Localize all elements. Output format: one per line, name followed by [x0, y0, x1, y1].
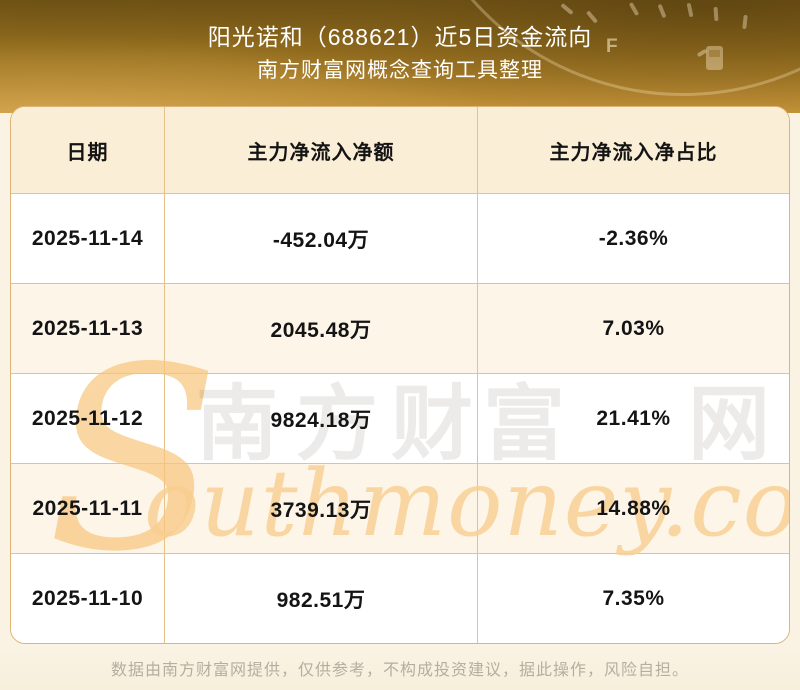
fuel-pump-icon	[706, 46, 723, 70]
fund-flow-table: 日期 主力净流入净额 主力净流入净占比 2025-11-14 -452.04万 …	[10, 106, 790, 644]
col-header-date: 日期	[11, 107, 165, 194]
table-grid: 日期 主力净流入净额 主力净流入净占比 2025-11-14 -452.04万 …	[11, 107, 789, 643]
col-header-net-inflow: 主力净流入净额	[165, 107, 478, 194]
page-subtitle: 南方财富网概念查询工具整理	[257, 59, 543, 82]
table-row-net-inflow: 3739.13万	[165, 464, 478, 554]
table-row-net-ratio: 7.35%	[478, 554, 789, 643]
table-row-net-inflow: 982.51万	[165, 554, 478, 643]
gauge-full-label: F	[606, 36, 618, 57]
table-row-net-inflow: 2045.48万	[165, 284, 478, 374]
table-row-net-ratio: 14.88%	[478, 464, 789, 554]
table-row-date: 2025-11-13	[11, 284, 165, 374]
disclaimer: 数据由南方财富网提供，仅供参考，不构成投资建议，据此操作，风险自担。	[0, 645, 800, 690]
table-row-net-ratio: -2.36%	[478, 194, 789, 284]
table-row-net-ratio: 7.03%	[478, 284, 789, 374]
table-row-date: 2025-11-10	[11, 554, 165, 643]
table-row-net-inflow: -452.04万	[165, 194, 478, 284]
table-row-date: 2025-11-14	[11, 194, 165, 284]
banner: F 阳光诺和（688621）近5日资金流向 南方财富网概念查询工具整理	[0, 0, 800, 113]
table-row-date: 2025-11-12	[11, 374, 165, 464]
table-row-net-inflow: 9824.18万	[165, 374, 478, 464]
table-row-date: 2025-11-11	[11, 464, 165, 554]
page-title: 阳光诺和（688621）近5日资金流向	[207, 24, 593, 50]
table-row-net-ratio: 21.41%	[478, 374, 789, 464]
col-header-net-ratio: 主力净流入净占比	[478, 107, 789, 194]
